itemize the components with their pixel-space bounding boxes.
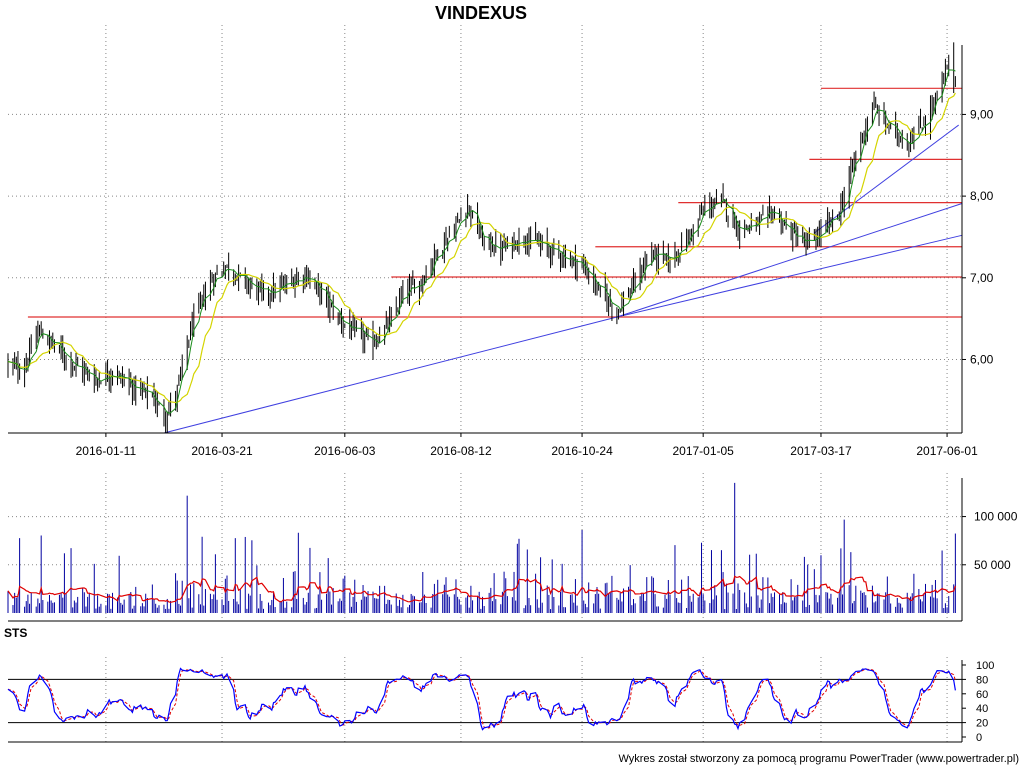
trend-line xyxy=(616,234,963,318)
sts-y-tick-label: 40 xyxy=(976,703,988,715)
sts-y-tick-label: 20 xyxy=(976,718,988,730)
sts-y-tick-label: 100 xyxy=(976,660,994,672)
x-tick-label: 2016-06-03 xyxy=(314,444,376,458)
trend-lines xyxy=(163,124,963,434)
sts-y-ticks: 0 20 40 60 80 100 xyxy=(962,660,994,744)
volume-average-line xyxy=(7,575,956,603)
x-tick-label: 2016-01-11 xyxy=(76,444,137,458)
price-y-ticks: 6,00 7,00 8,00 9,00 xyxy=(962,107,994,366)
sts-k-line xyxy=(7,667,956,731)
moving-averages xyxy=(7,69,956,414)
price-x-ticks: 2016-01-11 2016-03-21 2016-06-03 2016-08-12… xyxy=(76,433,978,458)
price-grid xyxy=(8,25,962,433)
sts-d-line xyxy=(7,668,956,729)
volume-y-ticks: 50 000 100 000 xyxy=(962,510,1018,572)
trend-line xyxy=(163,316,618,434)
y-tick-label: 8,00 xyxy=(970,189,994,203)
volume-average xyxy=(7,575,956,603)
volume-y-tick-label: 100 000 xyxy=(974,510,1018,524)
volume-bars xyxy=(7,482,956,613)
x-tick-label: 2017-01-05 xyxy=(672,444,734,458)
chart-title: VINDEXUS xyxy=(435,3,527,23)
x-tick-label: 2017-06-01 xyxy=(916,444,978,458)
trend-line xyxy=(616,202,963,318)
y-tick-label: 9,00 xyxy=(970,107,994,121)
sts-levels xyxy=(8,678,962,724)
x-tick-label: 2016-03-21 xyxy=(191,444,253,458)
support-resistance-lines xyxy=(27,87,962,318)
sts-y-tick-label: 80 xyxy=(976,674,988,686)
price-panel: 6,007,008,009,00 2016-01-11 2016-03-21 201… xyxy=(7,25,994,458)
x-tick-label: 2016-10-24 xyxy=(551,444,613,458)
price-candles xyxy=(7,42,956,433)
x-tick-label: 2016-08-12 xyxy=(430,444,492,458)
volume-panel: 50 000 100 000 xyxy=(7,473,1018,622)
sts-y-tick-label: 60 xyxy=(976,689,988,701)
sts-label: STS xyxy=(4,626,27,640)
moving-average-slow xyxy=(7,92,956,404)
sts-grid xyxy=(105,657,948,742)
x-tick-label: 2017-03-17 xyxy=(790,444,852,458)
trend-line xyxy=(814,124,959,234)
sts-panel: STS 0 20 40 60 80 100 xyxy=(4,626,994,744)
volume-grid xyxy=(8,473,962,621)
sts-lines xyxy=(7,667,956,731)
moving-average-fast xyxy=(7,69,956,414)
footer-credit: Wykres został stworzony za pomocą progra… xyxy=(618,753,1019,765)
y-tick-label: 6,00 xyxy=(970,352,994,366)
sts-y-tick-label: 0 xyxy=(976,732,982,744)
volume-y-tick-label: 50 000 xyxy=(974,558,1011,572)
y-tick-label: 7,00 xyxy=(970,271,994,285)
